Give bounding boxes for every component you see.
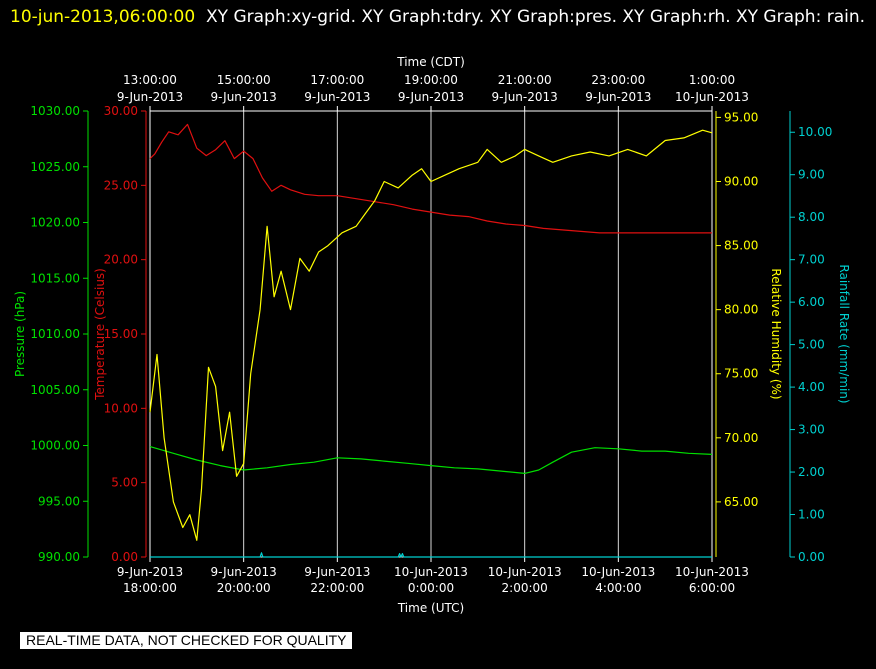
temperature-tick-label: 15.00 xyxy=(104,327,138,341)
rain-tick-label: 1.00 xyxy=(798,508,825,522)
top-tick-time: 1:00:00 xyxy=(689,73,735,87)
rain-axis-label: Rainfall Rate (mm/min) xyxy=(837,264,851,403)
pressure-tick-label: 1030.00 xyxy=(30,104,80,118)
bottom-tick-time: 0:00:00 xyxy=(408,581,454,595)
bottom-tick-time: 20:00:00 xyxy=(217,581,271,595)
quality-warning: REAL-TIME DATA, NOT CHECKED FOR QUALITY xyxy=(20,632,353,649)
bottom-tick-time: 2:00:00 xyxy=(502,581,548,595)
series-rain-line xyxy=(150,552,712,558)
pressure-axis-label: Pressure (hPa) xyxy=(13,291,27,377)
top-tick-time: 21:00:00 xyxy=(498,73,552,87)
timestamp: 10-jun-2013,06:00:00 xyxy=(10,7,196,27)
pressure-tick-label: 1025.00 xyxy=(30,160,80,174)
temperature-axis-label: Temperature (Celsius) xyxy=(93,268,107,401)
rain-tick-label: 2.00 xyxy=(798,465,825,479)
top-tick-date: 10-Jun-2013 xyxy=(675,90,749,104)
humidity-tick-label: 80.00 xyxy=(724,303,758,317)
rain-tick-label: 7.00 xyxy=(798,253,825,267)
top-tick-time: 13:00:00 xyxy=(123,73,177,87)
rain-tick-label: 3.00 xyxy=(798,423,825,437)
top-tick-date: 9-Jun-2013 xyxy=(585,90,651,104)
rain-tick-label: 4.00 xyxy=(798,380,825,394)
temperature-tick-label: 5.00 xyxy=(111,476,138,490)
bottom-tick-time: 22:00:00 xyxy=(310,581,364,595)
top-tick-date: 9-Jun-2013 xyxy=(398,90,464,104)
temperature-tick-label: 10.00 xyxy=(104,401,138,415)
temperature-tick-label: 0.00 xyxy=(111,550,138,564)
temperature-tick-label: 30.00 xyxy=(104,104,138,118)
pressure-tick-label: 1020.00 xyxy=(30,216,80,230)
humidity-tick-label: 70.00 xyxy=(724,431,758,445)
pressure-tick-label: 995.00 xyxy=(38,494,80,508)
humidity-tick-label: 85.00 xyxy=(724,239,758,253)
chart-title: 10-jun-2013,06:00:00 XY Graph:xy-grid. X… xyxy=(10,2,870,32)
humidity-tick-label: 90.00 xyxy=(724,174,758,188)
bottom-tick-date: 9-Jun-2013 xyxy=(117,565,183,579)
bottom-tick-time: 18:00:00 xyxy=(123,581,177,595)
humidity-tick-label: 65.00 xyxy=(724,495,758,509)
top-tick-time: 17:00:00 xyxy=(310,73,364,87)
bottom-tick-date: 10-Jun-2013 xyxy=(581,565,655,579)
top-tick-time: 23:00:00 xyxy=(591,73,645,87)
bottom-tick-date: 9-Jun-2013 xyxy=(304,565,370,579)
rain-tick-label: 9.00 xyxy=(798,168,825,182)
x-axis-label-utc: Time (UTC) xyxy=(397,601,464,615)
series-pres-line xyxy=(149,446,713,474)
temperature-tick-label: 20.00 xyxy=(104,253,138,267)
graph-list: XY Graph:xy-grid. XY Graph:tdry. XY Grap… xyxy=(206,7,866,27)
series-tdry-line xyxy=(149,123,712,234)
top-tick-time: 15:00:00 xyxy=(217,73,271,87)
temperature-tick-label: 25.00 xyxy=(104,178,138,192)
bottom-tick-date: 9-Jun-2013 xyxy=(211,565,277,579)
bottom-tick-time: 6:00:00 xyxy=(689,581,735,595)
rain-tick-label: 10.00 xyxy=(798,125,832,139)
top-tick-date: 9-Jun-2013 xyxy=(304,90,370,104)
rain-tick-label: 5.00 xyxy=(798,338,825,352)
bottom-tick-date: 10-Jun-2013 xyxy=(675,565,749,579)
pressure-tick-label: 990.00 xyxy=(38,550,80,564)
humidity-axis-label: Relative Humidity (%) xyxy=(769,268,783,399)
rain-tick-label: 6.00 xyxy=(798,295,825,309)
bottom-tick-date: 10-Jun-2013 xyxy=(394,565,468,579)
top-tick-date: 9-Jun-2013 xyxy=(492,90,558,104)
top-tick-time: 19:00:00 xyxy=(404,73,458,87)
pressure-tick-label: 1010.00 xyxy=(30,327,80,341)
bottom-tick-date: 10-Jun-2013 xyxy=(488,565,562,579)
bottom-tick-time: 4:00:00 xyxy=(595,581,641,595)
pressure-tick-label: 1005.00 xyxy=(30,383,80,397)
humidity-tick-label: 95.00 xyxy=(724,110,758,124)
pressure-tick-label: 1015.00 xyxy=(30,271,80,285)
top-tick-date: 9-Jun-2013 xyxy=(211,90,277,104)
top-tick-date: 9-Jun-2013 xyxy=(117,90,183,104)
humidity-tick-label: 75.00 xyxy=(724,367,758,381)
x-axis-label-cdt: Time (CDT) xyxy=(396,55,465,69)
rain-tick-label: 0.00 xyxy=(798,550,825,564)
series-rh-line xyxy=(149,129,713,541)
rain-tick-label: 8.00 xyxy=(798,210,825,224)
pressure-tick-label: 1000.00 xyxy=(30,439,80,453)
